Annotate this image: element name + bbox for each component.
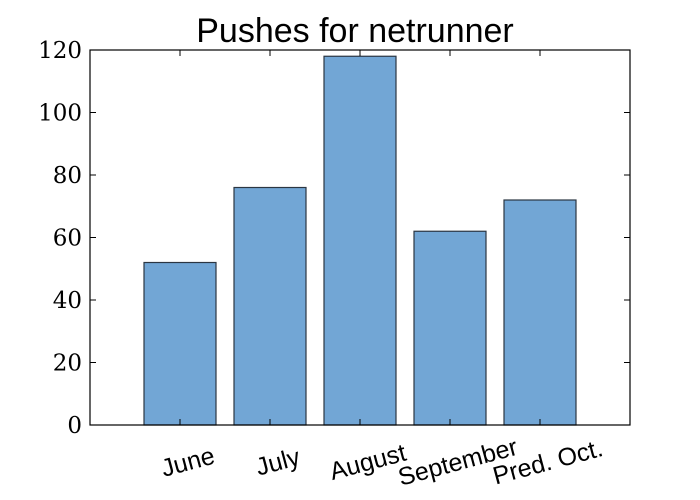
x-tick-label: August: [327, 439, 409, 486]
bar-september: [413, 230, 487, 426]
chart-title: Pushes for netrunner: [196, 12, 514, 50]
y-tick-label: 40: [53, 288, 82, 314]
y-axis-labels: 0 20 40 60 80 100 120: [38, 38, 82, 439]
plot-frame: [89, 49, 631, 426]
x-tick-label: July: [253, 443, 304, 482]
x-tick-label: June: [158, 442, 218, 483]
y-tick-label: 20: [53, 351, 82, 377]
bars-layer: [143, 55, 577, 426]
y-tick-label: 100: [38, 101, 82, 127]
y-tick-label: 0: [67, 413, 82, 439]
bar-august: [323, 55, 397, 426]
y-tick-label: 120: [38, 38, 82, 64]
bar-july: [233, 186, 307, 426]
bar-june: [143, 261, 217, 426]
y-tick-label: 80: [53, 163, 82, 189]
bar-pred-oct: [503, 199, 577, 426]
y-tick-label: 60: [53, 226, 82, 252]
